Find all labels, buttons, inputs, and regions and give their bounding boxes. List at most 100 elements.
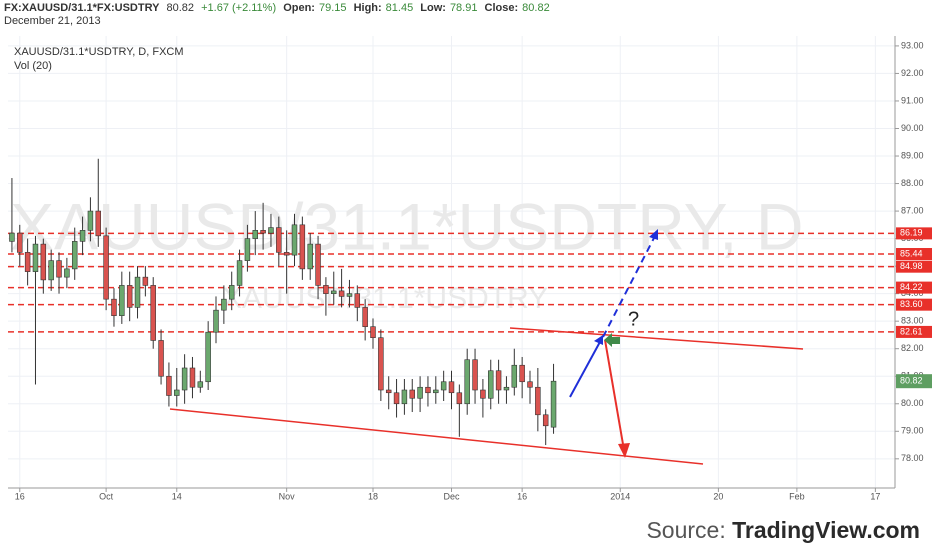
- level-label: 84.98: [900, 261, 923, 271]
- candle-body: [17, 232, 23, 253]
- candle-body: [519, 364, 525, 383]
- candle-body: [338, 290, 345, 297]
- open-label: Open:: [283, 2, 315, 14]
- candle-body: [166, 375, 172, 396]
- candle-body: [542, 414, 549, 427]
- arrow-head: [618, 443, 630, 458]
- candle-body: [134, 276, 141, 308]
- candle-body: [189, 367, 196, 388]
- x-tick-label: 16: [517, 491, 527, 501]
- y-tick-label: 88.00: [901, 178, 924, 188]
- candle-body: [268, 227, 274, 234]
- date: December 21, 2013: [4, 15, 101, 27]
- x-tick-label: Oct: [99, 491, 114, 501]
- source-brand: TradingView.com: [732, 517, 920, 543]
- candle-body: [32, 243, 39, 272]
- y-tick-label: 83.00: [901, 316, 924, 326]
- x-tick-label: 17: [870, 491, 880, 501]
- candle-body: [503, 386, 510, 391]
- candle-body: [119, 285, 125, 316]
- low-value: 78.91: [449, 2, 478, 14]
- x-tick-label: 20: [713, 491, 723, 501]
- level-label-box: [896, 260, 932, 273]
- candle-body: [197, 381, 204, 388]
- high-label: High:: [353, 2, 382, 14]
- candle-body: [174, 389, 180, 396]
- candle-body: [433, 389, 439, 394]
- candle-body: [103, 235, 109, 300]
- trend-line: [509, 327, 804, 350]
- candle-body: [393, 392, 400, 405]
- y-tick-label: 89.00: [901, 150, 924, 160]
- level-label: 86.19: [900, 228, 923, 238]
- y-tick-label: 91.00: [901, 95, 924, 105]
- candle-body: [213, 309, 219, 333]
- trend-line: [169, 408, 704, 465]
- candle-body: [378, 337, 384, 391]
- last-price-box: [896, 374, 932, 389]
- candle-body: [511, 364, 518, 388]
- candle-body: [40, 243, 47, 281]
- x-tick-label: Feb: [789, 491, 805, 501]
- x-tick-label: 14: [172, 491, 182, 501]
- level-label: 84.22: [900, 282, 923, 292]
- y-tick-label: 87.00: [901, 205, 924, 215]
- candle-body: [291, 224, 298, 256]
- candle-body: [64, 268, 70, 278]
- candle-body: [464, 359, 470, 405]
- candle-body: [315, 243, 321, 286]
- chart-title: XAUUSD/31.1*USDTRY, D, FXCM: [14, 46, 184, 58]
- candle-body: [550, 380, 557, 428]
- candle-body: [244, 238, 251, 261]
- candle-body: [79, 230, 86, 242]
- candle-body: [299, 224, 306, 270]
- candle-body: [495, 370, 502, 391]
- candle-body: [385, 389, 392, 394]
- candle-body: [488, 370, 494, 399]
- candle-body: [417, 386, 423, 399]
- x-tick-label: 18: [368, 491, 378, 501]
- level-label: 83.60: [900, 299, 923, 309]
- x-tick-label: 16: [15, 491, 25, 501]
- high-value: 81.45: [385, 2, 414, 14]
- chart-subtitle: Vol (20): [14, 60, 52, 72]
- x-tick-label: 2014: [610, 491, 630, 501]
- candle-body: [283, 252, 290, 256]
- y-tick-label: 80.00: [901, 398, 924, 408]
- symbol: FX:XAUUSD/31.1*FX:USDTRY: [4, 2, 160, 14]
- level-label-box: [896, 248, 932, 261]
- candle-body: [205, 331, 211, 383]
- candle-body: [150, 285, 156, 341]
- close-label: Close:: [484, 2, 519, 14]
- candle-body: [95, 210, 102, 237]
- level-label-box: [896, 325, 932, 338]
- candle-body: [228, 285, 235, 300]
- y-tick-label: 82.00: [901, 343, 924, 353]
- candle-body: [276, 227, 282, 253]
- price: 80.82: [166, 2, 195, 14]
- annotation-text: ?: [628, 308, 639, 330]
- candle-body: [9, 232, 15, 242]
- arrow: [604, 339, 625, 451]
- level-label-box: [896, 298, 932, 311]
- last-price-label: 80.82: [900, 376, 923, 386]
- candle-body: [448, 381, 455, 394]
- source: Source: TradingView.com: [646, 517, 920, 544]
- candle-body: [456, 392, 463, 405]
- candle-body: [409, 389, 415, 399]
- close-value: 80.82: [522, 2, 550, 14]
- source-prefix: Source:: [646, 517, 726, 543]
- open-value: 79.15: [318, 2, 347, 14]
- arrow: [602, 235, 656, 338]
- candle-body: [527, 381, 533, 388]
- y-tick-label: 93.00: [901, 40, 924, 50]
- header: FX:XAUUSD/31.1*FX:USDTRY 80.82 +1.67 (+2…: [4, 2, 554, 28]
- level-label: 82.61: [900, 326, 923, 336]
- change: +1.67 (+2.11%): [201, 2, 277, 14]
- x-tick-label: Nov: [279, 491, 296, 501]
- candle-body: [331, 290, 337, 294]
- candle-body: [142, 276, 149, 286]
- candle-body: [362, 307, 368, 327]
- annotations: ?: [169, 229, 804, 465]
